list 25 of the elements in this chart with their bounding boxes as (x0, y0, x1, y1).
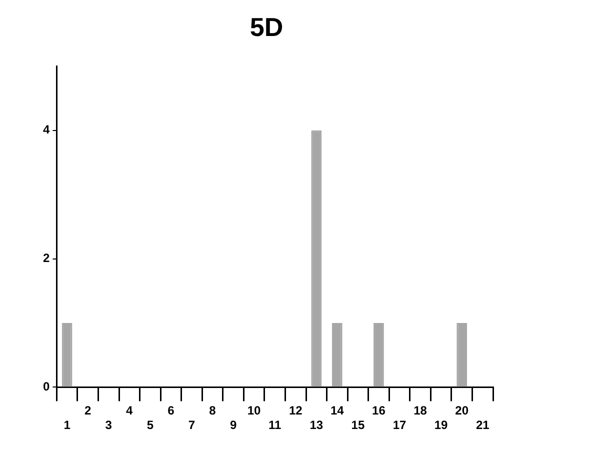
x-tick-label: 6 (168, 404, 175, 418)
y-tick-label: 4 (42, 122, 50, 137)
x-tick-label: 17 (392, 418, 406, 432)
x-tick-label: 8 (209, 404, 216, 418)
x-tick-label: 15 (351, 418, 365, 432)
x-tick-label: 2 (84, 404, 92, 418)
x-tick-label: 11 (268, 418, 282, 432)
x-tick-label: 3 (105, 418, 112, 432)
x-tick-label: 12 (288, 404, 303, 418)
x-tick-label: 18 (414, 404, 428, 418)
chart-title: 5D (250, 12, 284, 42)
x-tick-label: 1 (64, 418, 71, 432)
x-tick-label: 21 (476, 418, 490, 432)
x-tick-label: 20 (455, 404, 469, 418)
x-tick-label: 10 (247, 404, 262, 418)
x-tick-label: 19 (434, 418, 448, 432)
x-tick-label: 14 (330, 404, 344, 418)
x-tick-label: 13 (310, 418, 324, 432)
y-tick-label: 0 (42, 380, 50, 394)
x-tick-label: 7 (188, 418, 196, 432)
x-tick-label: 5 (146, 418, 154, 432)
y-tick-label: 2 (42, 251, 50, 266)
x-tick-label: 4 (126, 404, 134, 418)
x-tick-label: 9 (230, 418, 237, 432)
x-tick-label: 16 (372, 404, 386, 418)
